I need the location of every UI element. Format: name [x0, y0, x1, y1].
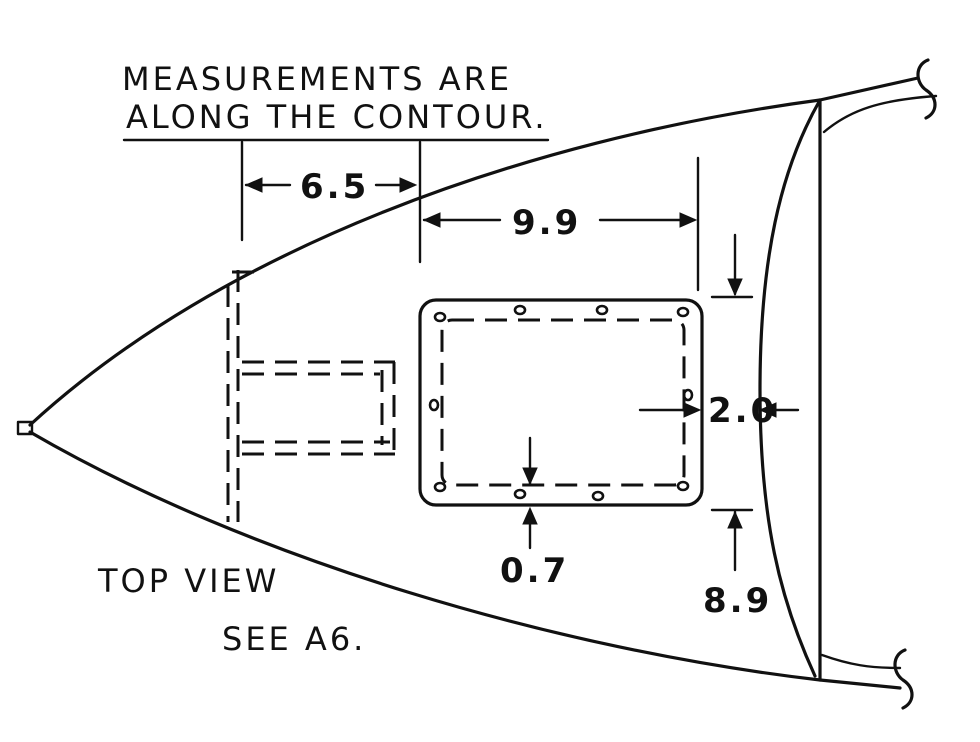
- lower-skin-return: [820, 653, 902, 670]
- note-line-1: MEASUREMENTS ARE: [122, 60, 512, 98]
- dimension-2-0: 2.0: [638, 391, 800, 431]
- note-line-2: ALONG THE CONTOUR.: [126, 98, 548, 136]
- dimension-label-2-0: 2.0: [708, 391, 777, 431]
- panel-outline: [418, 298, 704, 507]
- arrowhead: [683, 402, 702, 418]
- upper-break-symbol: [916, 58, 937, 120]
- rivet: [513, 488, 527, 500]
- upper-skin-return: [822, 94, 938, 134]
- view-label: TOP VIEW SEE A6.: [97, 562, 366, 658]
- dimension-label-6-5: 6.5: [300, 167, 369, 207]
- dimension-label-0-7: 0.7: [500, 551, 569, 591]
- arrowhead: [522, 506, 538, 525]
- arrowhead: [244, 177, 263, 193]
- arrowhead: [679, 212, 698, 228]
- rivet: [428, 398, 440, 412]
- arrowhead: [727, 510, 743, 529]
- dimension-0-7: 0.7: [500, 436, 569, 591]
- rivet: [676, 480, 690, 492]
- rivet: [433, 311, 447, 323]
- rivet: [676, 306, 690, 318]
- rivet: [513, 304, 527, 316]
- nose-tip: [16, 420, 34, 436]
- rivet: [595, 304, 609, 316]
- extension-lines: [240, 140, 754, 512]
- rivet: [591, 490, 605, 502]
- dimension-8-9: 8.9: [703, 233, 772, 621]
- arrowhead: [399, 177, 418, 193]
- lower-break-symbol: [893, 648, 914, 710]
- dimension-9-9: 9.9: [422, 203, 698, 243]
- upper-contour: [28, 76, 920, 427]
- arrowhead: [522, 467, 538, 486]
- bulkhead-curve: [758, 98, 822, 678]
- dimension-label-9-9: 9.9: [512, 203, 581, 243]
- view-label-line-1: TOP VIEW: [97, 562, 279, 600]
- arrowhead: [727, 278, 743, 297]
- rivet: [433, 481, 447, 493]
- access-panel: [418, 298, 704, 507]
- hidden-structure: [226, 270, 396, 522]
- bulkhead-frame: [758, 58, 938, 710]
- arrowhead: [422, 212, 441, 228]
- lower-contour: [28, 430, 902, 690]
- view-label-line-2: SEE A6.: [222, 620, 366, 658]
- arrowhead: [758, 402, 777, 418]
- dimension-6-5: 6.5: [244, 167, 418, 207]
- nose-outline: [16, 76, 920, 690]
- rivet: [682, 388, 694, 402]
- dimension-label-8-9: 8.9: [703, 581, 772, 621]
- measurement-note: MEASUREMENTS ARE ALONG THE CONTOUR.: [122, 60, 550, 142]
- panel-doubler-dashed: [440, 318, 686, 487]
